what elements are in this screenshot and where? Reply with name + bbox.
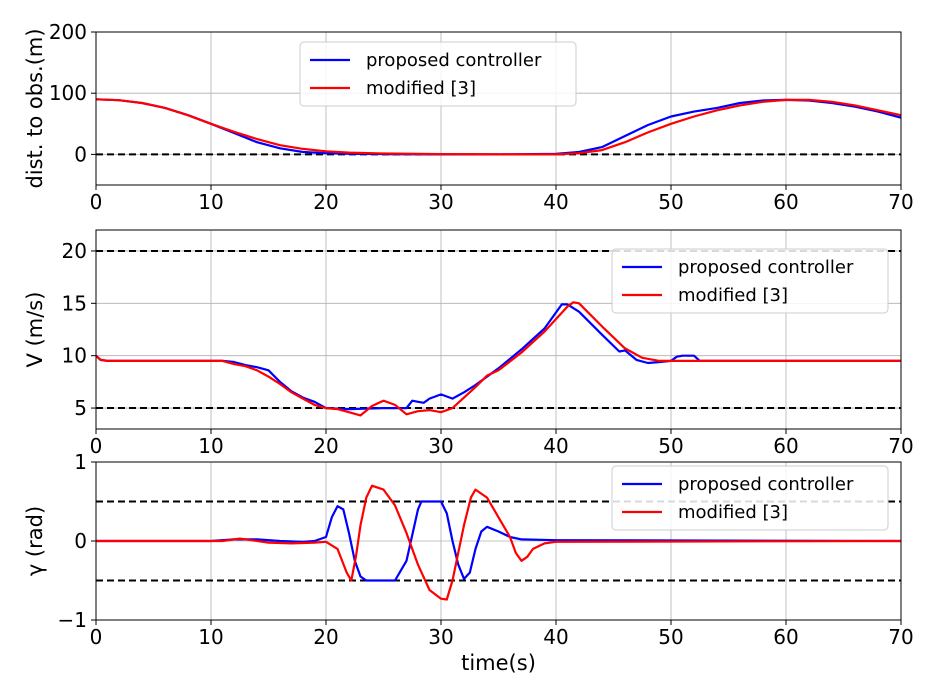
- y-tick-label: 0: [74, 142, 87, 166]
- x-tick-label: 40: [543, 625, 568, 649]
- y-axis-label: γ (rad): [23, 506, 47, 576]
- y-tick-label: 10: [62, 344, 87, 368]
- axes-frame: [95, 461, 902, 621]
- x-tick-label: 30: [428, 625, 453, 649]
- legend: proposed controller modified [3]: [611, 465, 889, 531]
- reference-lines: [96, 500, 901, 582]
- y-tick-label: 1: [74, 450, 87, 474]
- x-tick-label: 50: [658, 190, 683, 214]
- series-line-proposed-controller: [96, 500, 901, 582]
- x-tick-label: 50: [658, 625, 683, 649]
- y-tick-label: 100: [49, 81, 87, 105]
- y-axis-label: V (m/s): [23, 292, 47, 368]
- x-tick-label: 40: [543, 190, 568, 214]
- reference-lines: [96, 249, 901, 410]
- x-tick-label: 0: [90, 434, 103, 458]
- legend-box: [299, 41, 577, 107]
- y-axis-label: dist. to obs.(m): [23, 28, 47, 188]
- chart-panel-2: 0 10 20 30 40 50 60 70 5 10 15 20 V (m/s) proposed co…: [23, 229, 914, 458]
- y-tick-label: 5: [74, 396, 87, 420]
- series-line-proposed-controller: [96, 303, 901, 411]
- y-tick-label: 15: [62, 291, 87, 315]
- series-group: [96, 301, 901, 417]
- x-tick-label: 20: [313, 625, 338, 649]
- legend-entry-label: proposed controller: [366, 50, 542, 71]
- axes-frame: [95, 229, 902, 430]
- x-tick-label: 20: [313, 434, 338, 458]
- x-tick-label: 0: [90, 190, 103, 214]
- legend-box: [611, 465, 889, 531]
- x-tick-label: 50: [658, 434, 683, 458]
- x-tick-label: 30: [428, 190, 453, 214]
- x-tick-label: 60: [773, 625, 798, 649]
- legend-box: [611, 248, 889, 314]
- x-axis-label: time(s): [461, 651, 536, 675]
- x-tick-label: 60: [773, 434, 798, 458]
- series-group: [96, 484, 901, 601]
- x-tick-label: 70: [888, 625, 913, 649]
- x-tick-label: 70: [888, 434, 913, 458]
- series-line-modified-3: [96, 98, 901, 156]
- y-tick-label: 20: [62, 239, 87, 263]
- x-tick-label: 10: [198, 190, 223, 214]
- y-tick-label: 200: [49, 20, 87, 44]
- x-tick-label: 20: [313, 190, 338, 214]
- legend-entry-label: proposed controller: [678, 257, 854, 278]
- x-tick-label: 70: [888, 190, 913, 214]
- series-line-modified-3: [96, 301, 901, 417]
- x-tick-label: 0: [90, 625, 103, 649]
- legend-entry-label: modified [3]: [366, 78, 476, 99]
- x-tick-label: 60: [773, 190, 798, 214]
- x-tick-label: 10: [198, 625, 223, 649]
- y-tick-label: 0: [74, 529, 87, 553]
- x-tick-label: 10: [198, 434, 223, 458]
- x-tick-label: 30: [428, 434, 453, 458]
- y-tick-label: −1: [58, 608, 87, 632]
- legend: proposed controller modified [3]: [299, 41, 577, 107]
- series-group: [96, 98, 901, 156]
- legend-entry-label: modified [3]: [678, 285, 788, 306]
- series-line-modified-3: [96, 484, 901, 601]
- x-tick-label: 40: [543, 434, 568, 458]
- legend-entry-label: modified [3]: [678, 502, 788, 523]
- legend: proposed controller modified [3]: [611, 248, 889, 314]
- axes-frame: [95, 31, 902, 186]
- legend-entry-label: proposed controller: [678, 474, 854, 495]
